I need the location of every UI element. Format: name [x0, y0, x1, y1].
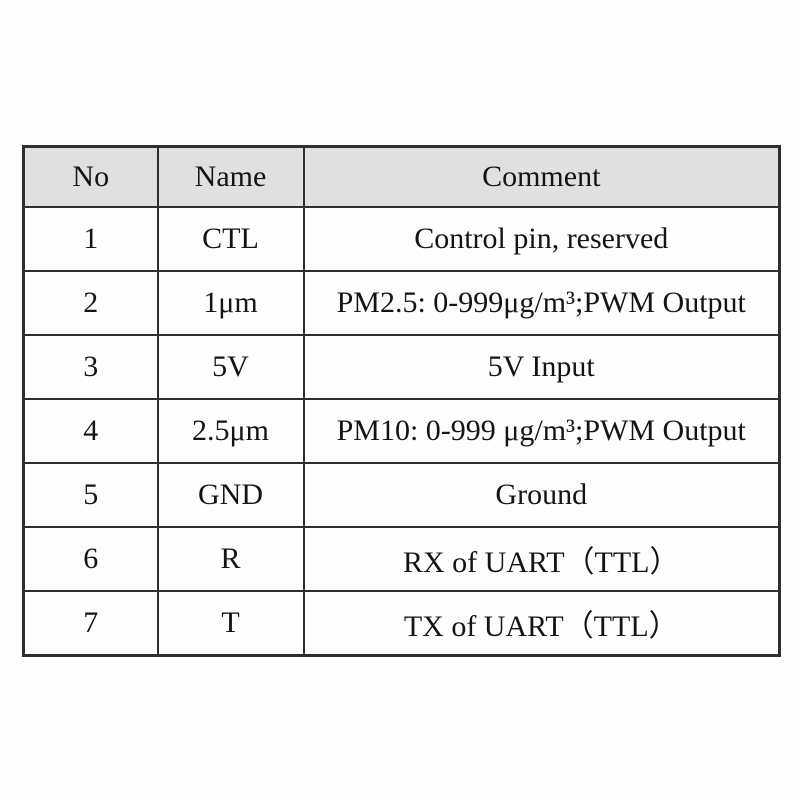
cell-name: 5V — [156, 334, 305, 400]
table-row: 1 CTL Control pin, reserved — [22, 206, 781, 272]
table-row: 7 T TX of UART（TTL） — [22, 590, 781, 657]
cell-name: CTL — [156, 206, 305, 272]
cell-comment: RX of UART（TTL） — [302, 526, 781, 592]
col-header-name: Name — [156, 145, 305, 208]
table-row: 6 R RX of UART（TTL） — [22, 526, 781, 592]
cell-no: 5 — [22, 462, 159, 528]
cell-comment: Control pin, reserved — [302, 206, 781, 272]
cell-no: 6 — [22, 526, 159, 592]
cell-no: 2 — [22, 270, 159, 336]
cell-name: 2.5μm — [156, 398, 305, 464]
cell-name: T — [156, 590, 305, 657]
table-row: 4 2.5μm PM10: 0-999 μg/m³;PWM Output — [22, 398, 781, 464]
pin-description-table: No Name Comment 1 CTL Control pin, reser… — [22, 145, 781, 657]
table-row: 3 5V 5V Input — [22, 334, 781, 400]
table-row: 2 1μm PM2.5: 0-999μg/m³;PWM Output — [22, 270, 781, 336]
cell-comment: 5V Input — [302, 334, 781, 400]
table-header-row: No Name Comment — [22, 145, 781, 208]
col-header-no: No — [22, 145, 159, 208]
cell-no: 7 — [22, 590, 159, 657]
cell-comment: PM10: 0-999 μg/m³;PWM Output — [302, 398, 781, 464]
cell-name: R — [156, 526, 305, 592]
col-header-comment: Comment — [302, 145, 781, 208]
cell-name: GND — [156, 462, 305, 528]
cell-no: 4 — [22, 398, 159, 464]
cell-comment: Ground — [302, 462, 781, 528]
cell-no: 1 — [22, 206, 159, 272]
cell-no: 3 — [22, 334, 159, 400]
table-row: 5 GND Ground — [22, 462, 781, 528]
cell-name: 1μm — [156, 270, 305, 336]
cell-comment: TX of UART（TTL） — [302, 590, 781, 657]
cell-comment: PM2.5: 0-999μg/m³;PWM Output — [302, 270, 781, 336]
